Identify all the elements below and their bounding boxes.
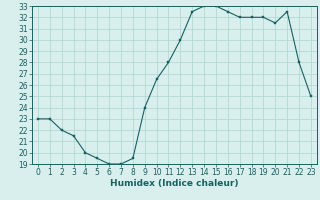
X-axis label: Humidex (Indice chaleur): Humidex (Indice chaleur) <box>110 179 239 188</box>
